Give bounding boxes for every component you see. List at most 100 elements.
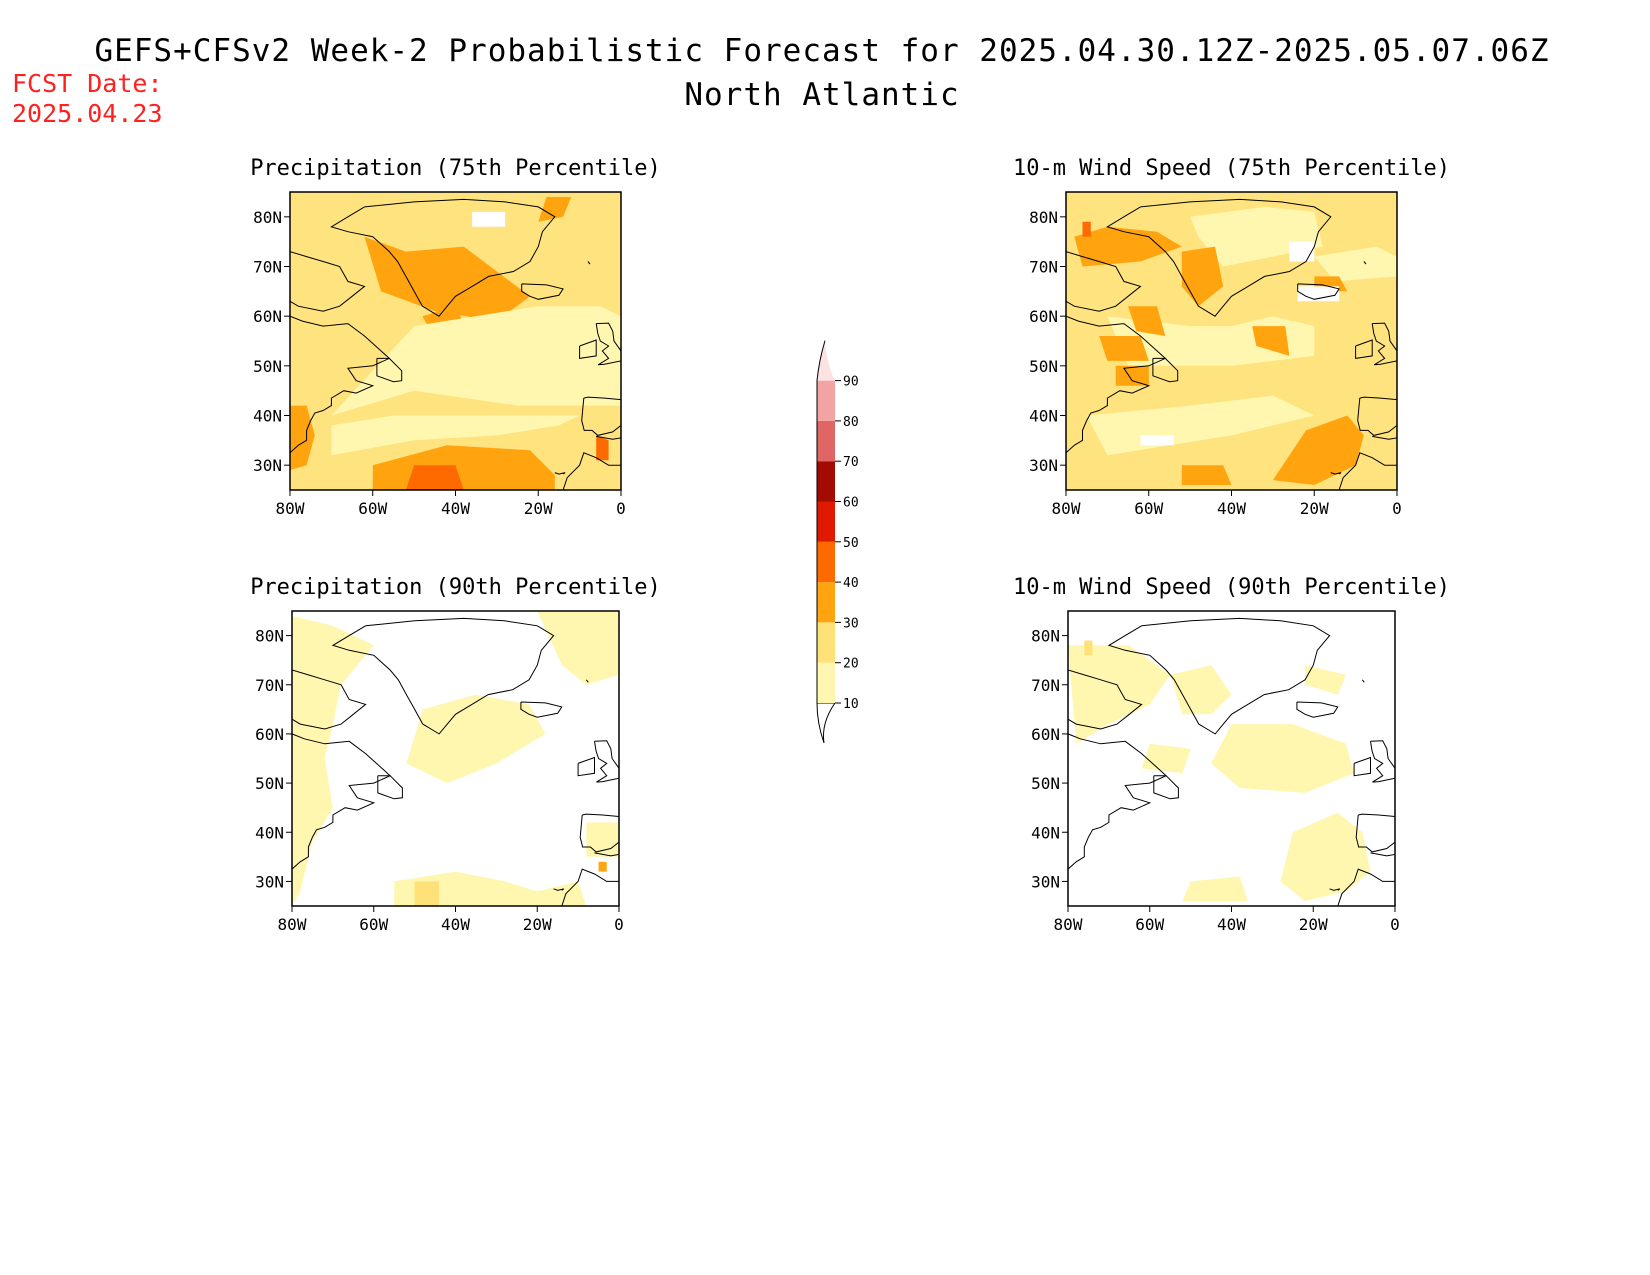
panel-precip-75: Precipitation (75th Percentile) 80N 70N 60N… [250,156,661,518]
lat-tick-label: 60N [1031,725,1060,744]
lat-tick-label: 70N [253,258,282,277]
coastline [1353,756,1371,777]
lon-tick-label: 80W [278,915,307,934]
probability-region [1170,665,1232,715]
probability-region [290,405,315,471]
coastline [581,396,621,436]
coastline [553,888,565,891]
probability-region [364,236,530,322]
lat-tick-label: 80N [253,208,282,227]
lon-tick-label: 40W [1217,915,1246,934]
lon-tick-label: 20W [1299,915,1328,934]
lat-tick-label: 30N [1029,456,1058,475]
lat-tick-label: 40N [255,823,284,842]
probability-region [1099,336,1149,361]
probability-region [1084,640,1093,656]
coastline [595,322,621,366]
coastline [520,701,563,718]
probability-region [596,435,609,461]
probability-region [1314,246,1397,282]
probability-region [1182,876,1248,902]
coastline [1068,733,1168,870]
lat-tick-label: 30N [1031,872,1060,891]
lon-tick-label: 60W [358,499,387,518]
lat-tick-label: 80N [255,627,284,646]
coastline [1152,357,1179,383]
colorbar-outline [816,340,826,703]
coastline [577,756,595,777]
panel-title: Precipitation (90th Percentile) [250,575,661,600]
lat-tick-label: 30N [255,872,284,891]
coastline [330,198,556,317]
lat-tick-label: 40N [253,407,282,426]
coastline [1066,315,1167,454]
coastline [585,679,589,683]
coastline [1066,251,1142,312]
probability-region [331,415,580,456]
lat-tick-label: 40N [1031,823,1060,842]
colorbar-label: 70 [843,455,859,470]
coastline [1338,435,1397,490]
coastline [1357,396,1397,436]
lon-tick-label: 60W [1134,499,1163,518]
coastline [521,283,564,300]
colorbar-label: 80 [843,415,859,430]
lon-tick-label: 20W [1300,499,1329,518]
colorbar-segment [817,380,835,421]
lat-tick-label: 70N [1029,258,1058,277]
colorbar: 10 20 30 40 50 60 70 80 90 [816,340,859,744]
panel-wind-75: 10-m Wind Speed (75th Percentile) 80N 70N 6… [1013,156,1450,518]
coastline [1371,322,1397,366]
probability-region [537,611,619,685]
coastline [554,472,566,475]
coastline [1330,472,1342,475]
coastline [1107,617,1331,735]
coastline [1297,283,1340,300]
coastline [561,852,619,906]
probability-region [1141,743,1191,774]
probability-region [538,197,572,222]
colorbar-label: 40 [843,576,859,591]
probability-region [1252,326,1290,356]
probability-region [1272,415,1364,485]
colorbar-label: 60 [843,496,859,511]
lat-tick-label: 50N [1029,357,1058,376]
lat-tick-label: 30N [253,456,282,475]
probability-region [414,881,440,906]
coastline [1106,198,1332,317]
colorbar-segment [817,420,835,462]
probability-region [472,211,506,227]
lat-tick-label: 50N [253,357,282,376]
colorbar-label: 90 [843,375,859,390]
probability-region [406,694,546,784]
lon-tick-label: 60W [1135,915,1164,934]
coastline [290,251,366,312]
probability-region [1128,306,1166,336]
colorbar-label: 30 [843,616,859,631]
probability-region [1068,645,1171,744]
colorbar-label: 20 [843,657,859,672]
figure-title: GEFS+CFSv2 Week-2 Probabilistic Forecast… [94,33,1549,69]
panel-wind-90: 10-m Wind Speed (90th Percentile) 80N 70N 6… [1013,575,1450,934]
panel-title: Precipitation (75th Percentile) [250,156,661,181]
coastline [562,435,621,490]
lon-tick-label: 0 [614,915,624,934]
probability-region [1289,241,1315,262]
probability-region [1181,465,1232,485]
coastline [1068,669,1143,730]
fcst-date-value: 2025.04.23 [12,99,163,128]
colorbar-segment [817,662,835,703]
coastline [292,669,367,730]
lat-tick-label: 80N [1029,208,1058,227]
coastline [1337,852,1395,906]
lat-tick-label: 60N [255,725,284,744]
lat-tick-label: 70N [1031,676,1060,695]
probability-region [1082,221,1091,237]
lon-tick-label: 40W [1217,499,1246,518]
lon-tick-label: 20W [523,915,552,934]
lat-tick-label: 50N [1031,774,1060,793]
probability-region [1280,812,1371,902]
lon-tick-label: 20W [524,499,553,518]
probability-region [1305,665,1346,695]
